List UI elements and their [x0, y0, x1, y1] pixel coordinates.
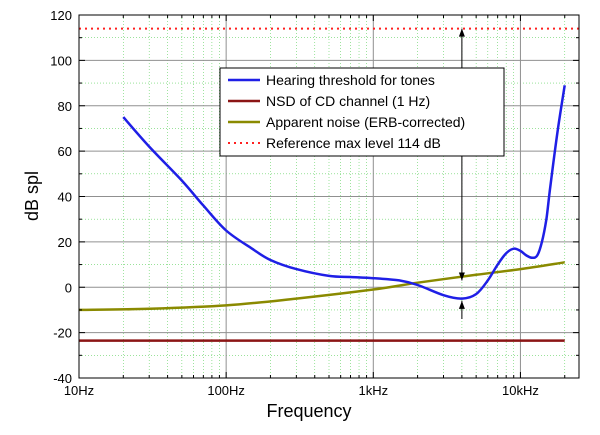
- y-tick-label: 80: [58, 99, 72, 114]
- x-tick-label: 10Hz: [64, 383, 94, 398]
- y-tick-label: 40: [58, 190, 72, 205]
- y-tick-label: 20: [58, 235, 72, 250]
- legend-label-3: Reference max level 114 dB: [266, 135, 441, 151]
- legend-box: [219, 67, 505, 157]
- y-axis-title: dB spl: [22, 171, 42, 221]
- x-tick-label: 100Hz: [207, 383, 245, 398]
- y-tick-label: -20: [53, 326, 72, 341]
- y-tick-label: 120: [50, 8, 72, 23]
- y-tick-label: -40: [53, 371, 72, 386]
- series-line-2: [78, 261, 565, 312]
- legend-label-0: Hearing threshold for tones: [266, 72, 435, 88]
- annotation-arrow-head-1: [458, 300, 465, 309]
- legend-label-1: NSD of CD channel (1 Hz): [266, 93, 430, 109]
- x-axis-title: Frequency: [266, 401, 351, 421]
- series-line-0: [122, 85, 566, 300]
- y-tick-label: 0: [65, 280, 72, 295]
- y-tick-label: 60: [58, 144, 72, 159]
- ticks: 10Hz 100Hz 1kHz 10kHz -40 -20 0 20 40 60 80 100 120: [50, 8, 579, 398]
- x-tick-label: 10kHz: [502, 383, 539, 398]
- x-tick-label: 1kHz: [358, 383, 388, 398]
- series-layer: [78, 27, 579, 342]
- y-tick-label: 100: [50, 53, 72, 68]
- legend-label-2: Apparent noise (ERB-corrected): [266, 114, 465, 130]
- legend: Hearing threshold for tones NSD of CD cha…: [219, 67, 505, 157]
- annotation-arrow-head-top-0: [458, 28, 465, 37]
- annotation-arrow-head-bottom-0: [458, 272, 465, 281]
